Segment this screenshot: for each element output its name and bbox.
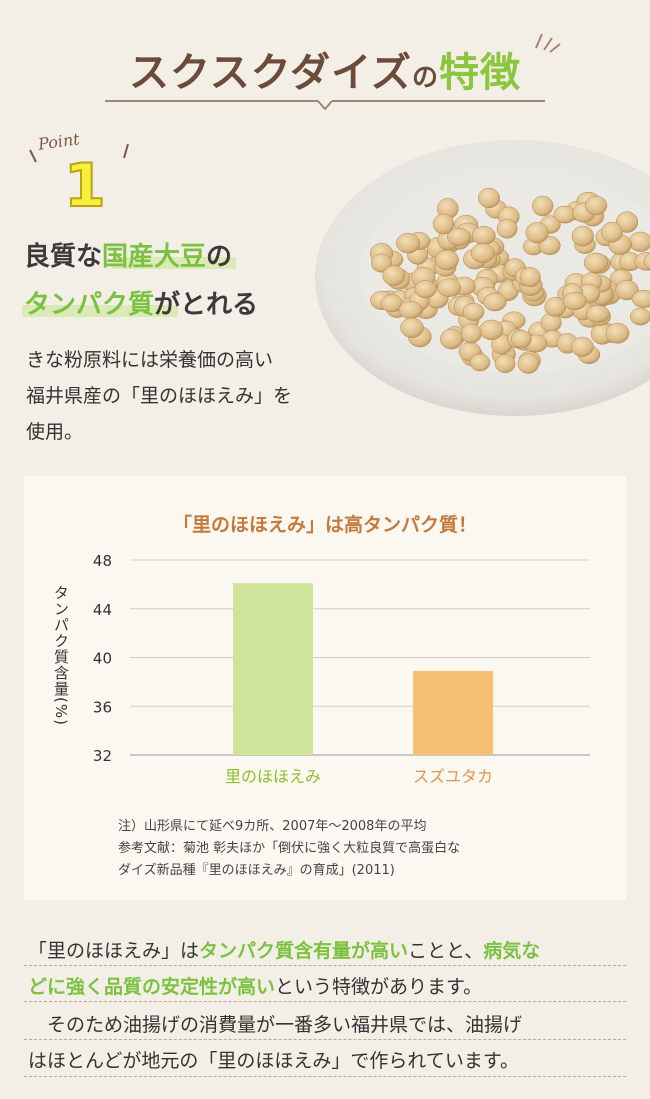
description-line: きな粉原料には栄養価の高い bbox=[26, 349, 274, 371]
bar bbox=[413, 670, 493, 755]
chart-card bbox=[24, 476, 626, 900]
soybean bbox=[585, 195, 608, 216]
soybean bbox=[519, 267, 541, 288]
page-title: スクスクダイズの特徴 bbox=[0, 40, 650, 98]
soybean bbox=[447, 227, 471, 246]
paragraph-text: ことと、 bbox=[408, 940, 484, 962]
headline-text: がとれる bbox=[154, 290, 259, 320]
soybean bbox=[631, 289, 650, 308]
highlight-bar bbox=[22, 305, 178, 317]
ruled-line bbox=[24, 1076, 626, 1077]
soybean bbox=[615, 211, 639, 233]
soybean bbox=[483, 292, 507, 312]
soybean bbox=[396, 233, 421, 254]
soybean-bowl-image bbox=[315, 140, 650, 416]
bar bbox=[233, 583, 313, 755]
soybean bbox=[435, 249, 459, 271]
soybean bbox=[517, 353, 540, 374]
point-tick-icon bbox=[29, 143, 129, 163]
y-axis-label: タンパク質含量(%) bbox=[52, 585, 70, 726]
soybean bbox=[496, 219, 518, 239]
soybean bbox=[583, 252, 608, 273]
soybean bbox=[437, 278, 461, 297]
chart-notes: 注）山形県にて延べ9カ所、2007年〜2008年の平均 参考文献：菊池 彰夫ほか… bbox=[118, 816, 460, 882]
highlight-bar bbox=[112, 257, 236, 269]
soybean bbox=[460, 323, 482, 344]
description-line: 使用。 bbox=[26, 421, 84, 443]
headline-accent: タンパク質 bbox=[24, 290, 155, 320]
point-number: 1 bbox=[63, 151, 107, 221]
paragraph-accent: どに強く品質の安定性が高い bbox=[28, 976, 276, 998]
paragraph-line: どに強く品質の安定性が高いという特徴があります。 bbox=[28, 972, 482, 999]
x-tick-label: 里のほほえみ bbox=[225, 767, 321, 786]
x-tick-label: スズユタカ bbox=[413, 767, 493, 786]
ruled-line bbox=[24, 1001, 626, 1002]
paragraph-line: 「里のほほえみ」はタンパク質含有量が高いことと、病気な bbox=[28, 936, 540, 963]
soybean bbox=[629, 307, 650, 326]
soybean bbox=[382, 265, 406, 286]
paragraph-line: そのため油揚げの消費量が一番多い福井県では、油揚げ bbox=[28, 1014, 523, 1036]
paragraph-text: 「里のほほえみ」は bbox=[28, 940, 200, 962]
headline-accent: 国産大豆 bbox=[102, 242, 207, 272]
soybean bbox=[532, 195, 554, 217]
title-particle: の bbox=[411, 63, 439, 93]
headline-line1: 良質な国産大豆の bbox=[24, 236, 232, 273]
title-main: スクスクダイズ bbox=[128, 50, 412, 96]
soybean bbox=[469, 353, 491, 372]
y-tick-label: 32 bbox=[93, 747, 112, 765]
soybean bbox=[525, 222, 549, 244]
soybean bbox=[510, 330, 532, 349]
note-line: 参考文献：菊池 彰夫ほか「倒伏に強く大粒良質で高蛋白な bbox=[118, 841, 461, 856]
soybean bbox=[414, 280, 437, 299]
soybean bbox=[563, 292, 587, 311]
note-line: ダイズ新品種『里のほほえみ』の育成」(2011) bbox=[118, 863, 395, 878]
note-line: 注）山形県にて延べ9カ所、2007年〜2008年の平均 bbox=[118, 819, 427, 834]
soybean bbox=[440, 328, 463, 350]
headline-text: の bbox=[206, 242, 233, 272]
y-tick-label: 36 bbox=[93, 698, 112, 716]
ruled-line bbox=[24, 965, 626, 966]
soybean bbox=[478, 187, 500, 209]
soybean bbox=[432, 213, 455, 235]
y-tick-label: 44 bbox=[93, 601, 112, 619]
title-notch-icon bbox=[318, 100, 332, 110]
soybean bbox=[470, 243, 495, 263]
headline-line2: タンパク質がとれる bbox=[24, 284, 258, 321]
paragraph-accent: タンパク質含有量が高い bbox=[199, 940, 409, 962]
headline-text: 良質な bbox=[24, 242, 103, 272]
sparkle-icon bbox=[535, 33, 561, 53]
y-tick-label: 48 bbox=[93, 552, 112, 570]
soybean bbox=[462, 302, 485, 321]
soybean bbox=[586, 304, 610, 323]
soybean bbox=[370, 253, 392, 273]
soybean bbox=[571, 225, 594, 247]
ruled-line bbox=[24, 1039, 626, 1040]
paragraph-text: という特徴があります。 bbox=[275, 976, 483, 998]
soybean bbox=[643, 253, 650, 270]
soybean bbox=[615, 279, 639, 301]
soybean bbox=[494, 354, 516, 374]
title-accent: 特徴 bbox=[439, 50, 521, 96]
soybean bbox=[605, 322, 630, 344]
soybean bbox=[400, 317, 424, 338]
paragraph-accent: 病気な bbox=[483, 940, 541, 962]
soybean bbox=[570, 336, 594, 357]
soybean bbox=[600, 222, 623, 243]
y-tick-label: 40 bbox=[93, 650, 112, 668]
chart-title: 「里のほほえみ」は高タンパク質！ bbox=[172, 514, 477, 536]
point-description: きな粉原料には栄養価の高い 福井県産の「里のほほえみ」を 使用。 bbox=[26, 342, 292, 450]
description-line: 福井県産の「里のほほえみ」を bbox=[26, 385, 293, 407]
paragraph-line: はほとんどが地元の「里のほほえみ」で作られています。 bbox=[28, 1050, 519, 1072]
